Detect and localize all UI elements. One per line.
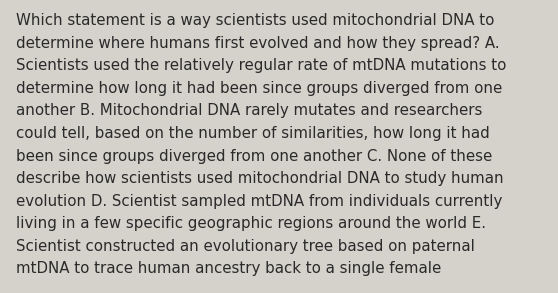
Text: evolution D. Scientist sampled mtDNA from individuals currently: evolution D. Scientist sampled mtDNA fro… xyxy=(16,194,502,209)
Text: determine where humans first evolved and how they spread? A.: determine where humans first evolved and… xyxy=(16,36,499,51)
Text: living in a few specific geographic regions around the world E.: living in a few specific geographic regi… xyxy=(16,216,485,231)
Text: describe how scientists used mitochondrial DNA to study human: describe how scientists used mitochondri… xyxy=(16,171,503,186)
Text: Scientist constructed an evolutionary tree based on paternal: Scientist constructed an evolutionary tr… xyxy=(16,239,474,254)
Text: Which statement is a way scientists used mitochondrial DNA to: Which statement is a way scientists used… xyxy=(16,13,494,28)
Text: been since groups diverged from one another C. None of these: been since groups diverged from one anot… xyxy=(16,149,492,163)
Text: Scientists used the relatively regular rate of mtDNA mutations to: Scientists used the relatively regular r… xyxy=(16,58,506,73)
Text: mtDNA to trace human ancestry back to a single female: mtDNA to trace human ancestry back to a … xyxy=(16,261,441,276)
Text: could tell, based on the number of similarities, how long it had: could tell, based on the number of simil… xyxy=(16,126,489,141)
Text: another B. Mitochondrial DNA rarely mutates and researchers: another B. Mitochondrial DNA rarely muta… xyxy=(16,103,482,118)
Text: determine how long it had been since groups diverged from one: determine how long it had been since gro… xyxy=(16,81,502,96)
